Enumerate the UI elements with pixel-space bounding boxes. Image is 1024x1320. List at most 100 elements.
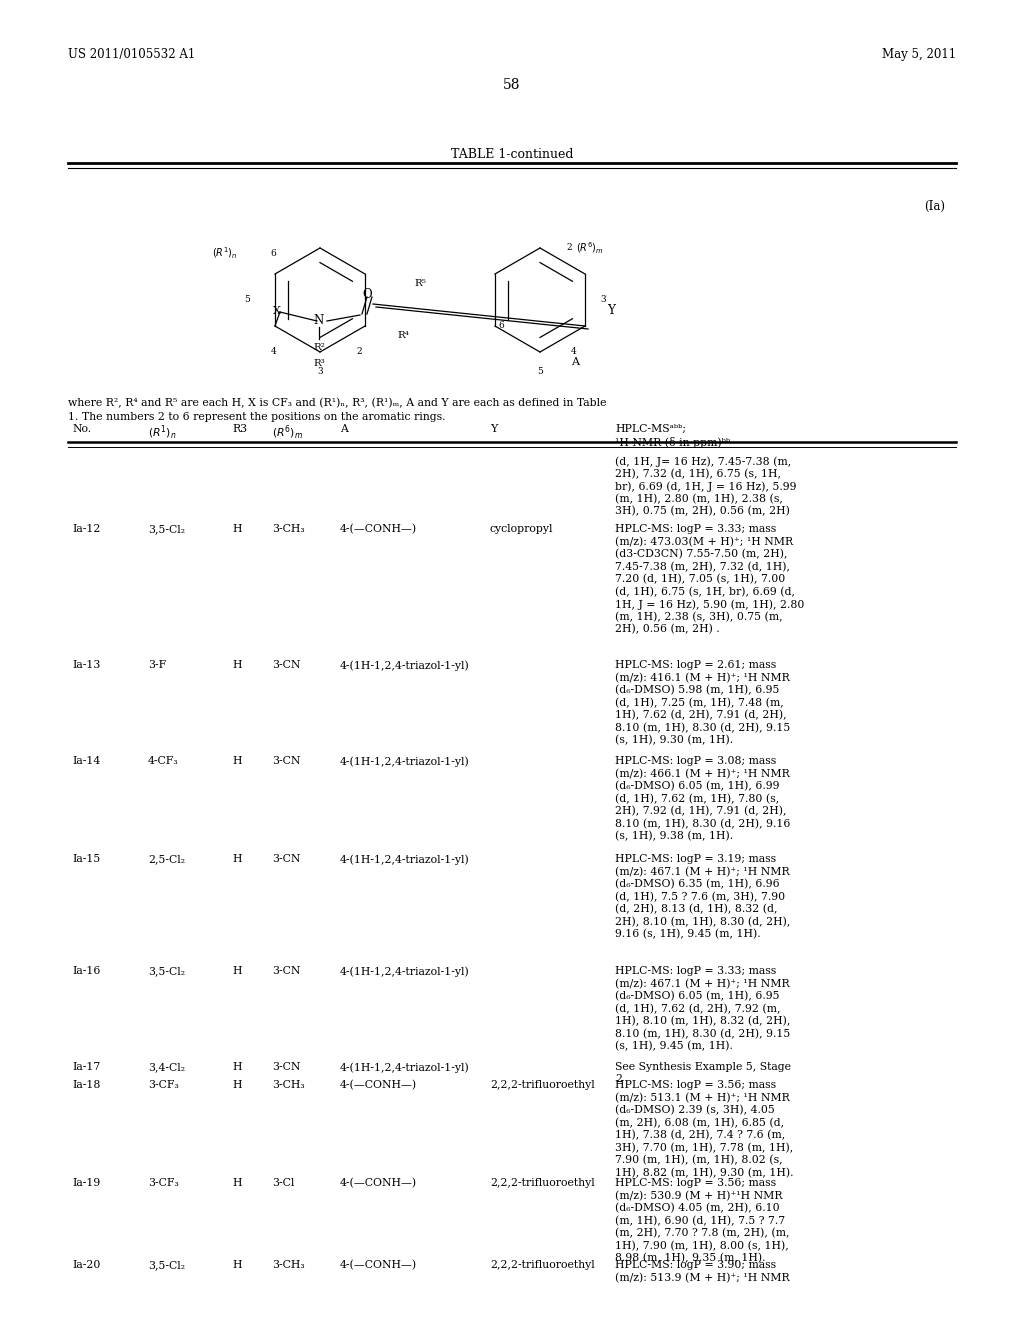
Text: H: H (232, 966, 242, 975)
Text: May 5, 2011: May 5, 2011 (882, 48, 956, 61)
Text: 3,5-Cl₂: 3,5-Cl₂ (148, 966, 185, 975)
Text: H: H (232, 854, 242, 865)
Text: A: A (571, 356, 579, 367)
Text: Ia-14: Ia-14 (72, 756, 100, 766)
Text: 2H), 7.32 (d, 1H), 6.75 (s, 1H,: 2H), 7.32 (d, 1H), 6.75 (s, 1H, (615, 469, 781, 479)
Text: (s, 1H), 9.38 (m, 1H).: (s, 1H), 9.38 (m, 1H). (615, 832, 733, 841)
Text: R⁴: R⁴ (397, 331, 409, 341)
Text: $(R^6)_m$: $(R^6)_m$ (575, 240, 604, 256)
Text: $(R^1)_n$: $(R^1)_n$ (148, 424, 176, 442)
Text: (m/z): 473.03(M + H)⁺; ¹H NMR: (m/z): 473.03(M + H)⁺; ¹H NMR (615, 536, 794, 546)
Text: 3-F: 3-F (148, 660, 166, 671)
Text: 1H, J = 16 Hz), 5.90 (m, 1H), 2.80: 1H, J = 16 Hz), 5.90 (m, 1H), 2.80 (615, 599, 805, 610)
Text: 3-CH₃: 3-CH₃ (272, 524, 304, 535)
Text: 3-CH₃: 3-CH₃ (272, 1080, 304, 1090)
Text: (m/z): 530.9 (M + H)⁺¹H NMR: (m/z): 530.9 (M + H)⁺¹H NMR (615, 1191, 782, 1201)
Text: TABLE 1-continued: TABLE 1-continued (451, 148, 573, 161)
Text: (m, 1H), 2.80 (m, 1H), 2.38 (s,: (m, 1H), 2.80 (m, 1H), 2.38 (s, (615, 494, 783, 504)
Text: 2,2,2-trifluoroethyl: 2,2,2-trifluoroethyl (490, 1080, 595, 1090)
Text: 2: 2 (356, 347, 361, 356)
Text: Ia-15: Ia-15 (72, 854, 100, 865)
Text: 5: 5 (537, 367, 543, 376)
Text: N: N (313, 314, 324, 327)
Text: (d₆-DMSO) 6.35 (m, 1H), 6.96: (d₆-DMSO) 6.35 (m, 1H), 6.96 (615, 879, 779, 890)
Text: 3-CN: 3-CN (272, 966, 300, 975)
Text: 4-(1H-1,2,4-triazol-1-yl): 4-(1H-1,2,4-triazol-1-yl) (340, 966, 470, 977)
Text: (d₆-DMSO) 2.39 (s, 3H), 4.05: (d₆-DMSO) 2.39 (s, 3H), 4.05 (615, 1105, 775, 1115)
Text: (d₆-DMSO) 5.98 (m, 1H), 6.95: (d₆-DMSO) 5.98 (m, 1H), 6.95 (615, 685, 779, 696)
Text: 9.16 (s, 1H), 9.45 (m, 1H).: 9.16 (s, 1H), 9.45 (m, 1H). (615, 929, 761, 940)
Text: (m, 1H), 2.38 (s, 3H), 0.75 (m,: (m, 1H), 2.38 (s, 3H), 0.75 (m, (615, 611, 782, 622)
Text: See Synthesis Example 5, Stage: See Synthesis Example 5, Stage (615, 1063, 791, 1072)
Text: 2,2,2-trifluoroethyl: 2,2,2-trifluoroethyl (490, 1261, 595, 1270)
Text: (s, 1H), 9.30 (m, 1H).: (s, 1H), 9.30 (m, 1H). (615, 735, 733, 746)
Text: (m, 2H), 6.08 (m, 1H), 6.85 (d,: (m, 2H), 6.08 (m, 1H), 6.85 (d, (615, 1118, 784, 1127)
Text: 1H), 7.62 (d, 2H), 7.91 (d, 2H),: 1H), 7.62 (d, 2H), 7.91 (d, 2H), (615, 710, 786, 721)
Text: 2,2,2-trifluoroethyl: 2,2,2-trifluoroethyl (490, 1177, 595, 1188)
Text: Ia-17: Ia-17 (72, 1063, 100, 1072)
Text: 4-(—CONH—): 4-(—CONH—) (340, 1261, 417, 1270)
Text: Y: Y (607, 304, 614, 317)
Text: 8.10 (m, 1H), 8.30 (d, 2H), 9.16: 8.10 (m, 1H), 8.30 (d, 2H), 9.16 (615, 818, 791, 829)
Text: US 2011/0105532 A1: US 2011/0105532 A1 (68, 48, 196, 61)
Text: 4-(1H-1,2,4-triazol-1-yl): 4-(1H-1,2,4-triazol-1-yl) (340, 854, 470, 865)
Text: No.: No. (72, 424, 91, 434)
Text: (d₆-DMSO) 4.05 (m, 2H), 6.10: (d₆-DMSO) 4.05 (m, 2H), 6.10 (615, 1203, 779, 1213)
Text: cyclopropyl: cyclopropyl (490, 524, 554, 535)
Text: 4: 4 (271, 347, 276, 356)
Text: H: H (232, 660, 242, 671)
Text: Ia-19: Ia-19 (72, 1177, 100, 1188)
Text: 1H), 8.82 (m, 1H), 9.30 (m, 1H).: 1H), 8.82 (m, 1H), 9.30 (m, 1H). (615, 1167, 794, 1177)
Text: (d3-CD3CN) 7.55-7.50 (m, 2H),: (d3-CD3CN) 7.55-7.50 (m, 2H), (615, 549, 787, 560)
Text: 4-(1H-1,2,4-triazol-1-yl): 4-(1H-1,2,4-triazol-1-yl) (340, 756, 470, 767)
Text: X: X (273, 306, 281, 315)
Text: 3,5-Cl₂: 3,5-Cl₂ (148, 524, 185, 535)
Text: HPLC-MS: logP = 3.56; mass: HPLC-MS: logP = 3.56; mass (615, 1080, 776, 1090)
Text: (m/z): 467.1 (M + H)⁺; ¹H NMR: (m/z): 467.1 (M + H)⁺; ¹H NMR (615, 978, 790, 989)
Text: 2H), 8.10 (m, 1H), 8.30 (d, 2H),: 2H), 8.10 (m, 1H), 8.30 (d, 2H), (615, 916, 791, 927)
Text: (m/z): 467.1 (M + H)⁺; ¹H NMR: (m/z): 467.1 (M + H)⁺; ¹H NMR (615, 866, 790, 876)
Text: 8.98 (m, 1H), 9.35 (m, 1H).: 8.98 (m, 1H), 9.35 (m, 1H). (615, 1253, 766, 1263)
Text: where R², R⁴ and R⁵ are each H, X is CF₃ and (R¹)ₙ, R³, (R¹)ₘ, A and Y are each : where R², R⁴ and R⁵ are each H, X is CF₃… (68, 399, 606, 408)
Text: 7.45-7.38 (m, 2H), 7.32 (d, 1H),: 7.45-7.38 (m, 2H), 7.32 (d, 1H), (615, 561, 790, 572)
Text: HPLC-MS: logP = 3.33; mass: HPLC-MS: logP = 3.33; mass (615, 524, 776, 535)
Text: 1H), 7.90 (m, 1H), 8.00 (s, 1H),: 1H), 7.90 (m, 1H), 8.00 (s, 1H), (615, 1241, 788, 1251)
Text: 3H), 7.70 (m, 1H), 7.78 (m, 1H),: 3H), 7.70 (m, 1H), 7.78 (m, 1H), (615, 1143, 794, 1152)
Text: 6: 6 (270, 248, 275, 257)
Text: 3: 3 (317, 367, 323, 376)
Text: H: H (232, 1080, 242, 1090)
Text: 4-(—CONH—): 4-(—CONH—) (340, 1080, 417, 1090)
Text: 2H), 7.92 (d, 1H), 7.91 (d, 2H),: 2H), 7.92 (d, 1H), 7.91 (d, 2H), (615, 807, 786, 816)
Text: Ia-20: Ia-20 (72, 1261, 100, 1270)
Text: 2: 2 (615, 1074, 622, 1085)
Text: (d, 1H), 7.62 (m, 1H), 7.80 (s,: (d, 1H), 7.62 (m, 1H), 7.80 (s, (615, 793, 779, 804)
Text: (m/z): 513.9 (M + H)⁺; ¹H NMR: (m/z): 513.9 (M + H)⁺; ¹H NMR (615, 1272, 790, 1283)
Text: H: H (232, 524, 242, 535)
Text: Ia-18: Ia-18 (72, 1080, 100, 1090)
Text: (d₆-DMSO) 6.05 (m, 1H), 6.99: (d₆-DMSO) 6.05 (m, 1H), 6.99 (615, 781, 779, 792)
Text: (d, 1H), 7.5 ? 7.6 (m, 3H), 7.90: (d, 1H), 7.5 ? 7.6 (m, 3H), 7.90 (615, 891, 785, 902)
Text: (m/z): 466.1 (M + H)⁺; ¹H NMR: (m/z): 466.1 (M + H)⁺; ¹H NMR (615, 768, 790, 779)
Text: 2: 2 (566, 243, 571, 252)
Text: Y: Y (490, 424, 498, 434)
Text: $(R^1)_n$: $(R^1)_n$ (212, 246, 238, 261)
Text: (d₆-DMSO) 6.05 (m, 1H), 6.95: (d₆-DMSO) 6.05 (m, 1H), 6.95 (615, 991, 779, 1002)
Text: br), 6.69 (d, 1H, J = 16 Hz), 5.99: br), 6.69 (d, 1H, J = 16 Hz), 5.99 (615, 480, 797, 491)
Text: Ia-12: Ia-12 (72, 524, 100, 535)
Text: 4-(—CONH—): 4-(—CONH—) (340, 1177, 417, 1188)
Text: 3,5-Cl₂: 3,5-Cl₂ (148, 1261, 185, 1270)
Text: 3,4-Cl₂: 3,4-Cl₂ (148, 1063, 185, 1072)
Text: 3: 3 (600, 296, 605, 305)
Text: (m, 1H), 6.90 (d, 1H), 7.5 ? 7.7: (m, 1H), 6.90 (d, 1H), 7.5 ? 7.7 (615, 1216, 785, 1226)
Text: (m/z): 416.1 (M + H)⁺; ¹H NMR: (m/z): 416.1 (M + H)⁺; ¹H NMR (615, 672, 790, 682)
Text: O: O (362, 288, 372, 301)
Text: Ia-13: Ia-13 (72, 660, 100, 671)
Text: HPLC-MS: logP = 3.90; mass: HPLC-MS: logP = 3.90; mass (615, 1261, 776, 1270)
Text: (d, 1H), 7.25 (m, 1H), 7.48 (m,: (d, 1H), 7.25 (m, 1H), 7.48 (m, (615, 697, 783, 708)
Text: R3: R3 (232, 424, 247, 434)
Text: 1. The numbers 2 to 6 represent the positions on the aromatic rings.: 1. The numbers 2 to 6 represent the posi… (68, 412, 445, 422)
Text: 3-CN: 3-CN (272, 1063, 300, 1072)
Text: 8.10 (m, 1H), 8.30 (d, 2H), 9.15: 8.10 (m, 1H), 8.30 (d, 2H), 9.15 (615, 1028, 791, 1039)
Text: 7.20 (d, 1H), 7.05 (s, 1H), 7.00: 7.20 (d, 1H), 7.05 (s, 1H), 7.00 (615, 574, 785, 585)
Text: 4-(1H-1,2,4-triazol-1-yl): 4-(1H-1,2,4-triazol-1-yl) (340, 1063, 470, 1073)
